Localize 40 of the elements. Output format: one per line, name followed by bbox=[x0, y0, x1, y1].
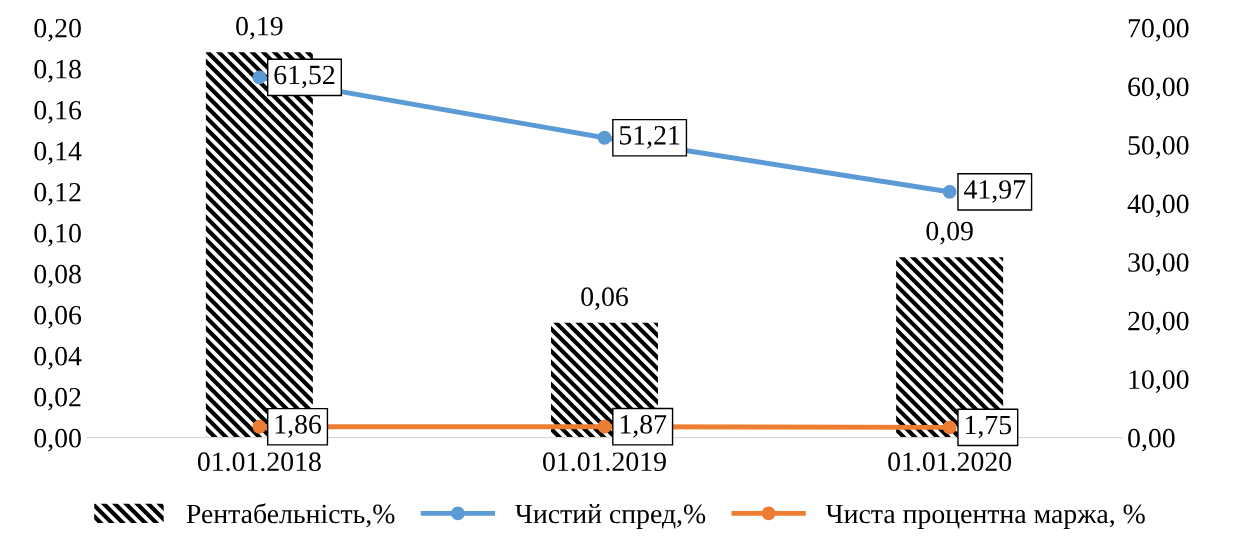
point bbox=[942, 420, 957, 435]
y-tick-label: 0,18 bbox=[34, 59, 81, 83]
data-label: 1,86 bbox=[275, 414, 322, 438]
y-tick-label: 0,08 bbox=[34, 264, 81, 288]
data-label: 0,09 bbox=[926, 221, 973, 245]
data-label: 61,52 bbox=[274, 65, 335, 89]
point bbox=[252, 70, 267, 85]
data-label: 0,06 bbox=[581, 287, 628, 311]
y2-tick-label: 50,00 bbox=[1128, 136, 1189, 159]
x-tick-label: 01.01.2019 bbox=[543, 452, 666, 472]
legend-label: Чистий спред,% bbox=[515, 504, 706, 529]
y2-tick-label: 20,00 bbox=[1128, 311, 1189, 335]
y-tick-label: 0,12 bbox=[34, 182, 81, 206]
point bbox=[252, 419, 267, 434]
legend-label: Чиста процентна маржа, % bbox=[825, 504, 1145, 529]
point bbox=[942, 184, 957, 199]
point bbox=[597, 419, 612, 434]
y2-tick-label: 70,00 bbox=[1128, 18, 1189, 42]
data-label: 0,19 bbox=[236, 16, 283, 40]
x-tick-label: 01.01.2018 bbox=[197, 452, 321, 472]
y-tick-label: 0,14 bbox=[34, 141, 82, 165]
y2-tick-label: 10,00 bbox=[1129, 370, 1189, 393]
data-label: 41,97 bbox=[964, 180, 1026, 203]
x-tick-label: 01.01.2020 bbox=[888, 452, 1012, 472]
y-tick-label: 0,04 bbox=[34, 346, 82, 370]
legend-label: Рентабельність,% bbox=[186, 503, 395, 528]
y-tick-label: 0,02 bbox=[34, 387, 81, 411]
y2-tick-label: 30,00 bbox=[1128, 253, 1189, 276]
y-tick-label: 0,20 bbox=[34, 18, 81, 42]
data-label: 51,21 bbox=[620, 126, 680, 149]
data-label: 1,75 bbox=[965, 415, 1012, 439]
y-tick-label: 0,00 bbox=[34, 428, 81, 452]
y-tick-label: 0,16 bbox=[34, 100, 82, 124]
y2-tick-label: 60,00 bbox=[1128, 77, 1189, 101]
y-tick-label: 0,06 bbox=[34, 305, 82, 329]
y2-tick-label: 0,00 bbox=[1128, 428, 1175, 452]
y2-tick-label: 40,00 bbox=[1127, 194, 1189, 218]
data-label: 1,87 bbox=[620, 414, 667, 438]
point bbox=[597, 130, 612, 145]
y-tick-label: 0,10 bbox=[34, 223, 81, 247]
